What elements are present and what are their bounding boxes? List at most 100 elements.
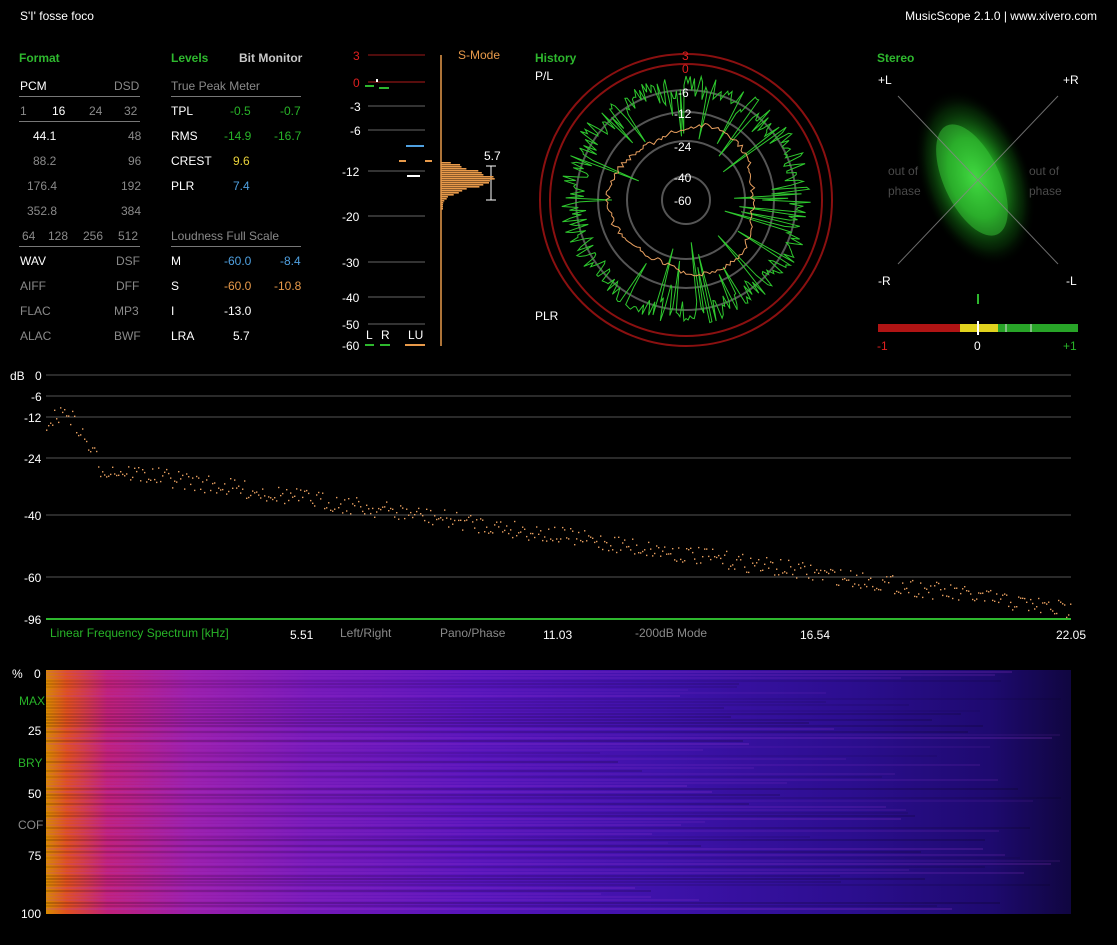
- codec-aiff[interactable]: AIFF: [20, 279, 46, 293]
- spectrogram-max-toggle[interactable]: MAX: [19, 694, 46, 708]
- divider: [19, 121, 140, 122]
- dsd-64[interactable]: 64: [22, 229, 36, 243]
- bit-32[interactable]: 32: [124, 104, 138, 118]
- crest-label: CREST: [171, 154, 212, 168]
- spec-y-minus12: -12: [24, 411, 42, 425]
- spectrogram-percent-label: %: [12, 667, 23, 681]
- meter-scale-minus20: -20: [342, 210, 360, 224]
- codec-dff[interactable]: DFF: [116, 279, 140, 293]
- ring-label-minus24: -24: [674, 140, 692, 154]
- divider: [171, 246, 301, 247]
- tpl-right-value: -0.7: [280, 104, 301, 118]
- ring-label-minus60: -60: [674, 194, 692, 208]
- history-title: History: [535, 51, 577, 65]
- integrated-value: -13.0: [224, 304, 252, 318]
- short-term-value-b: -10.8: [274, 279, 302, 293]
- tpl-label: TPL: [171, 104, 194, 118]
- format-dsd[interactable]: DSD: [114, 79, 140, 93]
- rate-176-4[interactable]: 176.4: [27, 179, 58, 193]
- momentary-label: M: [171, 254, 181, 268]
- rate-48[interactable]: 48: [128, 129, 142, 143]
- spectrogram-y-50: 50: [28, 787, 42, 801]
- dsd-128[interactable]: 128: [48, 229, 69, 243]
- divider: [19, 246, 140, 247]
- meter-scale-minus40: -40: [342, 291, 360, 305]
- lra-marker-value: 5.7: [484, 149, 501, 163]
- correlation-0: 0: [974, 339, 981, 353]
- rate-384[interactable]: 384: [121, 204, 142, 218]
- divider: [171, 96, 301, 97]
- format-pcm[interactable]: PCM: [20, 79, 47, 93]
- codec-bwf[interactable]: BWF: [114, 329, 141, 343]
- plr-value: 7.4: [233, 179, 250, 193]
- rate-96[interactable]: 96: [128, 154, 142, 168]
- spectrum-trace: [46, 407, 1072, 619]
- pl-label: P/L: [535, 69, 554, 83]
- meter-scale-minus30: -30: [342, 256, 360, 270]
- spectrogram-y-25: 25: [28, 724, 42, 738]
- bit-monitor-tab[interactable]: Bit Monitor: [239, 51, 303, 65]
- codec-dsf[interactable]: DSF: [116, 254, 140, 268]
- dsd-512[interactable]: 512: [118, 229, 139, 243]
- spec-x-11-03: 11.03: [543, 628, 573, 642]
- spec-x-5-51: 5.51: [290, 628, 314, 642]
- momentary-value-a: -60.0: [224, 254, 252, 268]
- out-of-phase-right-1: out of: [1029, 164, 1060, 178]
- meter-scale-minus12: -12: [342, 165, 360, 179]
- loudness-title: Loudness Full Scale: [171, 229, 280, 243]
- meter-channel-l: L: [366, 328, 373, 342]
- meter-scale-minus50: -50: [342, 318, 360, 332]
- spectrogram-cof-toggle[interactable]: COF: [18, 818, 44, 832]
- out-of-phase-right-2: phase: [1029, 184, 1062, 198]
- spec-x-16-54: 16.54: [800, 628, 831, 642]
- spec-y-minus60: -60: [24, 571, 42, 585]
- spec-y-minus24: -24: [24, 452, 42, 466]
- loudness-histogram: [441, 162, 495, 210]
- levels-title: Levels: [171, 51, 209, 65]
- rate-44-1[interactable]: 44.1: [33, 129, 57, 143]
- short-term-label: S: [171, 279, 180, 293]
- meter-channel-lu: LU: [408, 328, 424, 342]
- codec-wav[interactable]: WAV: [20, 254, 46, 268]
- plr-history-label: PLR: [535, 309, 559, 323]
- corner-minus-l: -L: [1066, 274, 1077, 288]
- true-peak-title: True Peak Meter: [171, 79, 260, 93]
- rate-88-2[interactable]: 88.2: [33, 154, 57, 168]
- rate-352-8[interactable]: 352.8: [27, 204, 58, 218]
- left-right-toggle[interactable]: Left/Right: [340, 626, 392, 640]
- spectrum-title: Linear Frequency Spectrum [kHz]: [50, 626, 229, 640]
- correlation-minus-1: -1: [877, 339, 888, 353]
- pano-phase-toggle[interactable]: Pano/Phase: [440, 626, 506, 640]
- lra-label: LRA: [171, 329, 195, 343]
- crest-value: 9.6: [233, 154, 250, 168]
- short-term-value-a: -60.0: [224, 279, 252, 293]
- s-mode-toggle[interactable]: S-Mode: [458, 48, 501, 62]
- dsd-256[interactable]: 256: [83, 229, 104, 243]
- bit-24[interactable]: 24: [89, 104, 103, 118]
- tpl-left-value: -0.5: [230, 104, 251, 118]
- bit-1[interactable]: 1: [20, 104, 27, 118]
- spec-y-minus6: -6: [31, 390, 42, 404]
- ring-label-0: 0: [682, 62, 689, 76]
- spectrogram-y-0: 0: [34, 667, 41, 681]
- meter-scale-0: 0: [353, 76, 360, 90]
- spec-x-22-05: 22.05: [1056, 628, 1087, 642]
- out-of-phase-left-2: phase: [888, 184, 921, 198]
- bit-16[interactable]: 16: [52, 104, 66, 118]
- rate-192[interactable]: 192: [121, 179, 142, 193]
- spectrogram-bry-toggle[interactable]: BRY: [18, 756, 43, 770]
- ring-label-3: 3: [682, 49, 689, 63]
- rms-right-value: -16.7: [274, 129, 302, 143]
- meter-scale-minus6: -6: [350, 124, 361, 138]
- codec-flac[interactable]: FLAC: [20, 304, 51, 318]
- spec-y-0: 0: [35, 369, 42, 383]
- codec-alac[interactable]: ALAC: [20, 329, 52, 343]
- corner-plus-r: +R: [1063, 73, 1079, 87]
- minus-200db-mode-toggle[interactable]: -200dB Mode: [635, 626, 708, 640]
- codec-mp3[interactable]: MP3: [114, 304, 139, 318]
- plr-label: PLR: [171, 179, 195, 193]
- divider: [19, 96, 140, 97]
- rms-label: RMS: [171, 129, 198, 143]
- correlation-plus-1: +1: [1063, 339, 1077, 353]
- spec-y-minus40: -40: [24, 509, 42, 523]
